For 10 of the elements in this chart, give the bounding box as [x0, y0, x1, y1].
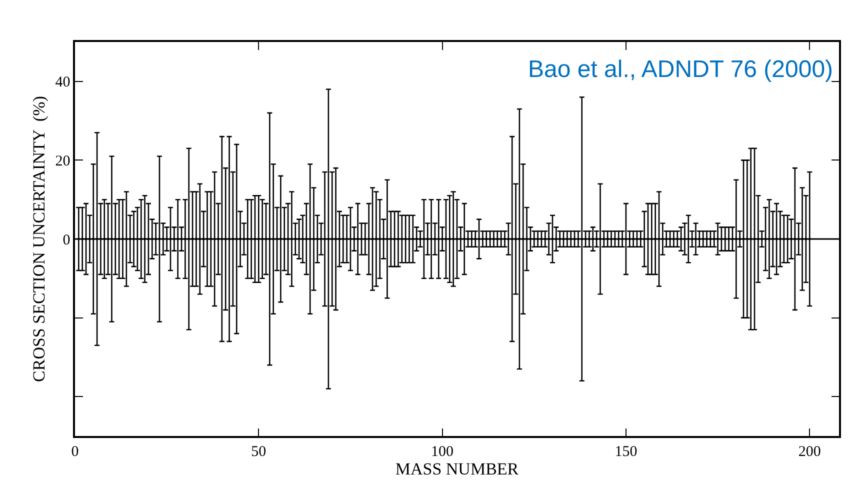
x-tick-label: 100: [431, 444, 454, 460]
y-tick-label: 20: [55, 153, 70, 170]
y-tick-label: 0: [62, 232, 70, 248]
x-tick-label: 50: [251, 444, 266, 460]
y-tick-label: 40: [55, 74, 70, 91]
x-axis-title: MASS NUMBER: [395, 460, 520, 479]
x-tick-label: 200: [798, 444, 821, 460]
annotation: Bao et al., ADNDT 76 (2000): [528, 56, 834, 83]
y-axis-title: CROSS SECTION UNCERTAINTY (%): [29, 96, 48, 382]
x-tick-label: 150: [614, 444, 638, 460]
